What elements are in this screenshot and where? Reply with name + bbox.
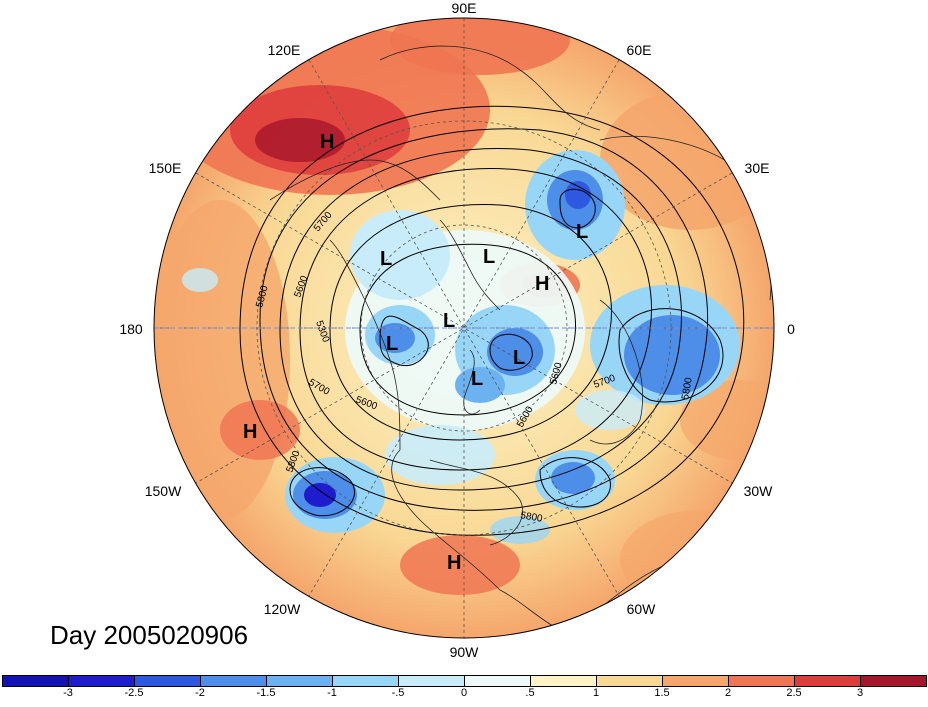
high-center: H	[447, 552, 461, 574]
lon-label-120w: 120W	[263, 601, 301, 617]
colorbar-tick-label: 2.5	[786, 687, 802, 699]
low-center: L	[443, 310, 455, 332]
colorbar-tick-label: 1.5	[654, 687, 670, 699]
colorbar-swatch	[332, 675, 399, 687]
anomaly-field	[154, 18, 774, 638]
lon-label-90w: 90W	[449, 644, 479, 660]
colorbar-swatch	[464, 675, 531, 687]
contour-label: 5800	[680, 376, 695, 400]
lon-label-150e: 150E	[148, 160, 182, 176]
lon-label-90e: 90E	[451, 0, 477, 16]
low-center: L	[471, 368, 483, 390]
lon-label-60w: 60W	[626, 601, 656, 617]
lon-label-30w: 30W	[743, 483, 773, 499]
colorbar-tick-label: -.5	[391, 687, 405, 699]
colorbar-swatch	[596, 675, 663, 687]
low-center: L	[513, 347, 525, 369]
low-center: L	[576, 221, 588, 243]
colorbar-swatch	[728, 675, 795, 687]
contour-label: 5800	[519, 510, 543, 525]
pressure-centers: H L L H L L L L L H H	[243, 131, 588, 574]
colorbar-swatch	[530, 675, 597, 687]
colorbar-tick-label: -1	[327, 687, 337, 699]
colorbar-tick-label: 1	[592, 687, 600, 699]
lon-label-150w: 150W	[144, 483, 182, 499]
map-boundary	[153, 17, 775, 639]
colorbar-swatch	[662, 675, 729, 687]
low-center: L	[386, 333, 398, 355]
lon-label-180: 180	[119, 321, 143, 337]
colorbar-tick-label: 2	[724, 687, 732, 699]
colorbar-tick-label: .5	[525, 687, 535, 699]
colorbar-swatch	[200, 675, 267, 687]
day-label: Day 2005020906	[50, 620, 249, 650]
colorbar-swatch	[794, 675, 861, 687]
colorbar-tick-label: -2	[195, 687, 205, 699]
high-center: H	[243, 421, 257, 443]
colorbar-swatch	[134, 675, 201, 687]
colorbar-tick-label: -3	[63, 687, 73, 699]
lon-label-30e: 30E	[744, 160, 770, 176]
lon-label-120e: 120E	[267, 42, 301, 58]
colorbar-swatch	[266, 675, 333, 687]
high-center: H	[535, 273, 549, 295]
high-center: H	[320, 131, 334, 153]
low-center: L	[380, 248, 392, 270]
lon-label-60e: 60E	[626, 42, 652, 58]
colorbar-swatch	[398, 675, 465, 687]
colorbar-swatch	[860, 675, 927, 687]
colorbar-tick-label: 3	[856, 687, 864, 699]
colorbar-tick-label: -2.5	[124, 687, 144, 699]
colorbar-tick-label: -1.5	[256, 687, 276, 699]
lon-label-0: 0	[787, 321, 795, 337]
low-center: L	[483, 246, 495, 268]
colorbar-swatch	[2, 675, 69, 687]
colorbar-tick-label: 0	[460, 687, 468, 699]
colorbar-swatch	[68, 675, 135, 687]
